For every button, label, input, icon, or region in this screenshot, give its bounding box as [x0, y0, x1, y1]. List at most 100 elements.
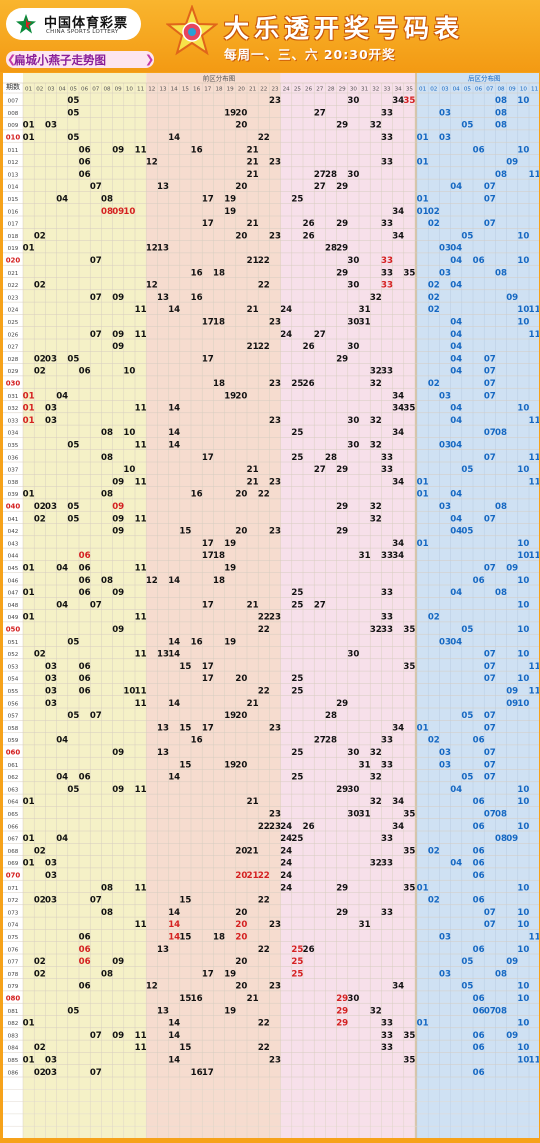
period-label: 008 — [8, 111, 19, 117]
back-number-mark: 11 — [529, 933, 539, 943]
period-label: 030 — [6, 380, 21, 388]
front-number-mark: 03 — [45, 354, 57, 364]
front-number-mark: 20 — [235, 391, 247, 401]
back-number-mark: 09 — [506, 1031, 518, 1041]
back-number-mark: 06 — [473, 145, 485, 155]
front-number-mark: 05 — [67, 441, 79, 451]
period-label: 036 — [8, 455, 19, 461]
back-number-mark: 10 — [517, 600, 529, 610]
front-number-mark: 02 — [34, 354, 46, 364]
back-number-mark: 11 — [529, 453, 539, 463]
brand-name-en: CHINA SPORTS LOTTERY — [46, 29, 119, 35]
back-number-mark: 07 — [484, 662, 496, 672]
back-number-mark: 04 — [450, 281, 462, 291]
back-number-mark: 11 — [529, 551, 539, 561]
back-number-mark: 11 — [529, 330, 539, 340]
front-number-header: 22 — [260, 87, 267, 93]
back-number-mark: 07 — [484, 908, 496, 918]
back-number-header: 05 — [464, 87, 472, 93]
front-number-header: 01 — [25, 87, 33, 93]
front-number-mark: 29 — [336, 1006, 348, 1016]
front-number-mark: 34 — [392, 96, 404, 106]
front-number-mark: 19 — [224, 637, 236, 647]
back-number-mark: 08 — [495, 834, 507, 844]
back-number-mark: 04 — [450, 354, 462, 364]
front-number-mark: 28 — [325, 244, 337, 254]
back-number-mark: 04 — [450, 342, 462, 352]
back-number-mark: 09 — [506, 699, 518, 709]
back-number-mark: 02 — [428, 281, 440, 291]
back-number-mark: 10 — [517, 145, 529, 155]
front-number-mark: 25 — [291, 428, 303, 438]
back-number-mark: 04 — [450, 182, 462, 192]
period-label: 041 — [8, 517, 19, 523]
back-number-mark: 07 — [484, 711, 496, 721]
wing-right-icon: ❯ — [145, 53, 155, 66]
front-number-mark: 04 — [56, 736, 68, 746]
back-number-mark: 03 — [439, 391, 451, 401]
back-number-mark: 11 — [529, 1056, 539, 1066]
front-number-mark: 14 — [168, 637, 180, 647]
period-label: 067 — [8, 837, 19, 843]
front-number-mark: 23 — [269, 158, 281, 168]
front-number-mark: 05 — [67, 637, 79, 647]
front-number-mark: 22 — [258, 896, 270, 906]
back-number-mark: 10 — [517, 699, 529, 709]
period-label: 070 — [6, 872, 21, 880]
front-number-mark: 33 — [381, 908, 393, 918]
front-number-mark: 20 — [235, 182, 247, 192]
period-label: 078 — [8, 972, 19, 978]
front-number-mark: 04 — [56, 834, 68, 844]
front-number-header: 33 — [383, 87, 391, 93]
back-number-mark: 11 — [529, 662, 539, 672]
front-number-mark: 14 — [168, 933, 180, 943]
front-number-mark: 21 — [247, 699, 259, 709]
front-number-mark: 06 — [79, 588, 91, 598]
back-number-mark: 09 — [506, 687, 518, 697]
front-number-mark: 22 — [258, 490, 270, 500]
front-number-mark: 35 — [403, 96, 415, 106]
front-number-mark: 09 — [112, 145, 124, 155]
front-number-mark: 17 — [202, 354, 214, 364]
back-number-mark: 08 — [495, 1006, 507, 1016]
front-number-header: 03 — [47, 87, 55, 93]
back-number-mark: 07 — [484, 760, 496, 770]
front-number-mark: 05 — [67, 354, 79, 364]
back-number-mark: 03 — [439, 933, 451, 943]
back-number-mark: 07 — [484, 514, 496, 524]
period-label: 007 — [8, 99, 19, 105]
front-number-mark: 21 — [247, 305, 259, 315]
front-number-mark: 20 — [235, 982, 247, 992]
front-number-mark: 03 — [45, 502, 57, 512]
front-number-mark: 21 — [247, 846, 259, 856]
back-number-mark: 10 — [517, 404, 529, 414]
back-number-mark: 05 — [461, 982, 473, 992]
back-number-mark: 10 — [517, 650, 529, 660]
period-label: 074 — [8, 923, 19, 929]
front-number-header: 32 — [372, 87, 379, 93]
back-number-mark: 09 — [506, 957, 518, 967]
front-number-mark: 08 — [101, 490, 113, 500]
back-number-mark: 01 — [417, 723, 429, 733]
front-number-mark: 22 — [258, 687, 270, 697]
front-number-mark: 25 — [291, 674, 303, 684]
front-number-mark: 03 — [45, 699, 57, 709]
back-number-mark: 06 — [473, 576, 485, 586]
front-number-mark: 28 — [325, 736, 337, 746]
front-number-mark: 05 — [67, 785, 79, 795]
front-number-mark: 17 — [202, 662, 214, 672]
front-number-mark: 01 — [23, 416, 35, 426]
back-number-mark: 07 — [484, 650, 496, 660]
period-label: 044 — [8, 554, 19, 560]
back-number-mark: 03 — [439, 133, 451, 143]
front-number-mark: 01 — [23, 1056, 35, 1066]
back-number-header: 01 — [419, 87, 427, 93]
front-number-mark: 20 — [235, 957, 247, 967]
front-number-mark: 33 — [381, 268, 393, 278]
front-number-mark: 26 — [303, 342, 315, 352]
period-label: 017 — [8, 222, 19, 228]
front-number-mark: 01 — [23, 1019, 35, 1029]
period-label: 032 — [8, 406, 19, 412]
back-number-mark: 04 — [450, 637, 462, 647]
front-number-mark: 03 — [45, 674, 57, 684]
